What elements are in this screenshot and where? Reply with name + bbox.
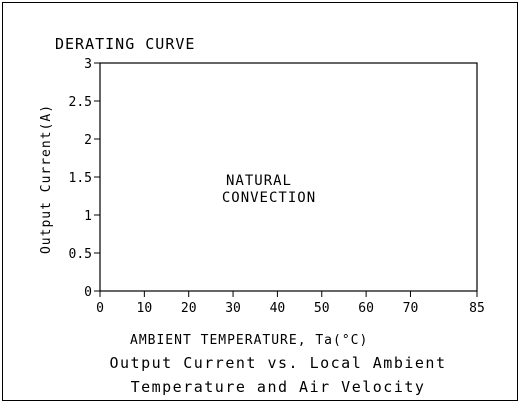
x-tick-label: 40 xyxy=(270,301,286,316)
y-tick-label: 1.5 xyxy=(69,171,92,186)
y-tick-label: 2 xyxy=(84,133,92,148)
y-tick-label: 0.5 xyxy=(69,247,92,262)
y-tick-label: 1 xyxy=(84,209,92,224)
x-tick-label: 20 xyxy=(181,301,197,316)
x-axis-label: AMBIENT TEMPERATURE, Ta(°C) xyxy=(130,333,368,348)
frame-edge-line xyxy=(517,3,518,375)
x-tick-label: 30 xyxy=(225,301,241,316)
y-tick-label: 0 xyxy=(84,285,92,300)
x-tick-label: 70 xyxy=(403,301,419,316)
x-tick-label: 0 xyxy=(96,301,104,316)
y-axis-ticks: 0 0.5 1 1.5 2 2.5 3 xyxy=(69,57,100,300)
chart-title: DERATING CURVE xyxy=(55,35,195,53)
derating-chart: DERATING CURVE 0 0.5 1 1.5 2 2.5 3 0 10 20 30 40 50… xyxy=(39,35,485,396)
x-tick-label: 10 xyxy=(137,301,153,316)
x-tick-label: 50 xyxy=(314,301,330,316)
annotation-convection: CONVECTION xyxy=(222,190,316,206)
caption-line-2: Temperature and Air Velocity xyxy=(131,378,426,396)
y-axis-label: Output Current(A) xyxy=(39,104,54,254)
annotation-natural: NATURAL xyxy=(226,173,292,189)
y-tick-label: 3 xyxy=(84,57,92,72)
caption-line-1: Output Current vs. Local Ambient xyxy=(110,354,447,372)
x-axis-ticks: 0 10 20 30 40 50 60 70 85 xyxy=(96,291,485,316)
y-tick-label: 2.5 xyxy=(69,95,92,110)
figure-frame: DERATING CURVE 0 0.5 1 1.5 2 2.5 3 0 10 20 30 40 50… xyxy=(2,2,518,401)
x-tick-label: 60 xyxy=(358,301,374,316)
x-tick-label: 85 xyxy=(469,301,485,316)
